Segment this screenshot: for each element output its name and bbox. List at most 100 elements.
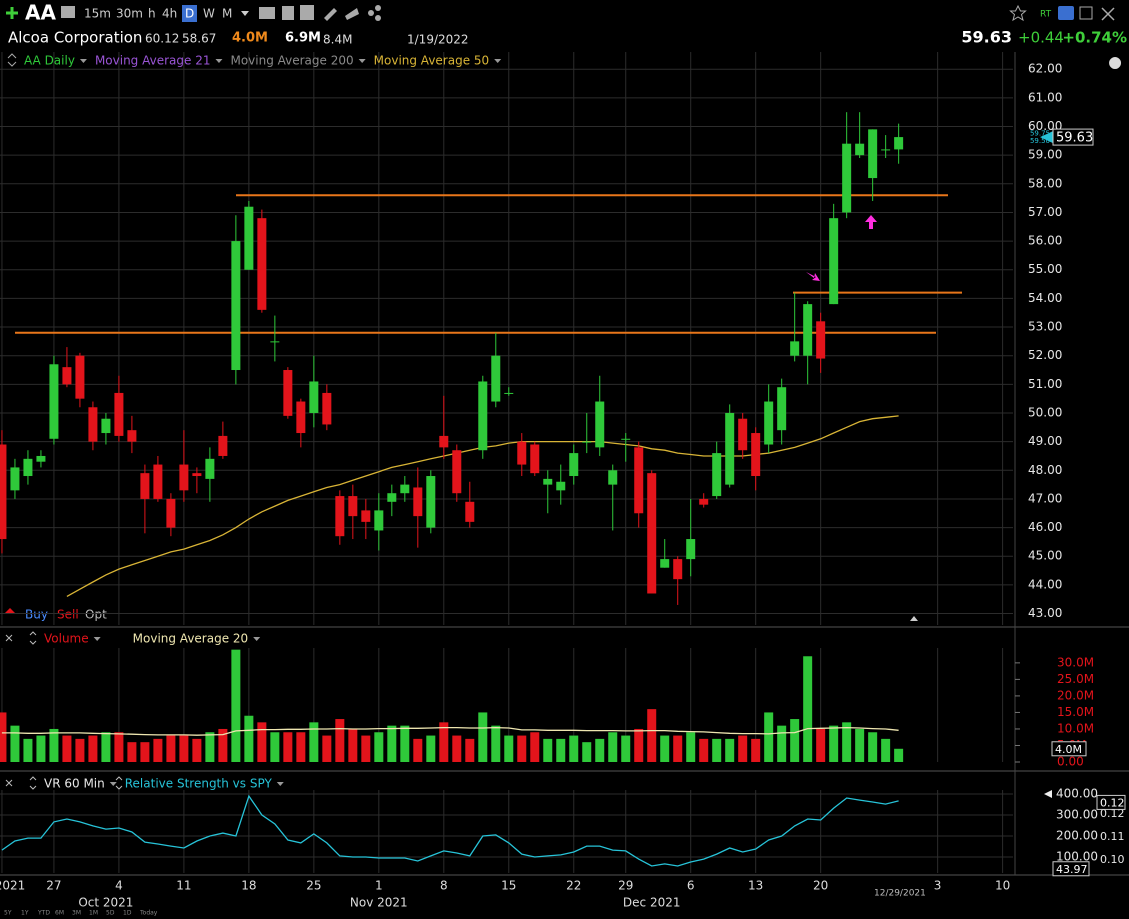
volume-bar: [426, 735, 436, 762]
y-tick-label: 43.00: [1028, 606, 1062, 620]
candle-body: [751, 433, 761, 477]
interval[interactable]: W: [203, 7, 215, 21]
tool-icon[interactable]: [375, 5, 381, 11]
volume-bar: [361, 735, 371, 762]
range-button[interactable]: 6M: [55, 910, 64, 917]
tool-icon[interactable]: [324, 8, 337, 21]
volume-bar: [452, 735, 462, 762]
last-volume-badge: [1051, 741, 1087, 757]
tool-icon[interactable]: [375, 15, 381, 21]
candle-body: [75, 355, 85, 399]
dropdown-icon: [276, 782, 284, 786]
dropdown-icon: [109, 782, 117, 786]
candle-body: [647, 473, 657, 594]
x-tick-label: 13: [748, 879, 763, 893]
x-month-label: Oct 2021: [78, 896, 133, 910]
x-tick-label: 22: [566, 879, 581, 893]
tool-icon[interactable]: [1058, 6, 1074, 20]
x-tick-label: 8: [440, 879, 448, 893]
volume-bar: [140, 742, 150, 762]
candle-body: [556, 481, 566, 491]
volume-bar: [335, 719, 345, 762]
range-button[interactable]: 1D: [123, 910, 132, 917]
y-tick-label: 54.00: [1028, 291, 1062, 305]
volume-bar: [751, 738, 761, 762]
candle-body: [101, 418, 111, 434]
candle-body: [192, 473, 202, 477]
volume-bar: [400, 725, 410, 762]
candle-body: [816, 321, 826, 359]
star-icon[interactable]: [1009, 4, 1027, 22]
candle-body: [452, 450, 462, 494]
candle-body: [855, 143, 865, 156]
volume-bar: [543, 738, 553, 762]
volume-bar: [296, 732, 306, 762]
add-icon[interactable]: [6, 7, 18, 19]
x-tick-label: 1: [375, 879, 383, 893]
legend-entry: VR 60 Min: [44, 777, 105, 791]
legend-entry: Moving Average 20: [133, 632, 249, 646]
sell-button[interactable]: Sell: [57, 608, 79, 622]
symbol[interactable]: AA: [25, 1, 56, 25]
tool-icon[interactable]: [345, 8, 359, 20]
tool-icon[interactable]: [1079, 6, 1093, 20]
y2-tick-label: 0.11: [1100, 830, 1125, 843]
range-button[interactable]: 1Y: [21, 910, 29, 917]
candle-body: [140, 473, 150, 499]
range-button[interactable]: 1M: [89, 910, 98, 917]
interval[interactable]: 15m: [84, 7, 111, 21]
tool-icon[interactable]: [1101, 7, 1115, 21]
close-icon[interactable]: [5, 634, 13, 642]
day-high: 60.12: [145, 32, 179, 46]
y-tick-label: 15.0M: [1057, 705, 1094, 719]
scroll-marker[interactable]: [910, 616, 918, 621]
range-button[interactable]: 3M: [72, 910, 81, 917]
volume-bar: [205, 732, 215, 762]
x-tick-label: 29: [618, 879, 633, 893]
interval[interactable]: 30m: [116, 7, 143, 21]
legend-entry: Moving Average 21: [95, 54, 211, 68]
candle-body: [426, 476, 436, 528]
candle-body: [127, 430, 137, 442]
volume-bar: [166, 735, 176, 762]
volume-bar: [387, 725, 397, 762]
range-button[interactable]: YTD: [37, 910, 50, 917]
volume-bar: [816, 728, 826, 762]
candle-body: [361, 510, 371, 522]
symbol-icon[interactable]: [61, 6, 75, 18]
volume-bar: [777, 725, 787, 762]
y-tick-label: 57.00: [1028, 205, 1062, 219]
settings-icon[interactable]: [1109, 57, 1122, 69]
candle-body: [842, 143, 852, 213]
interval[interactable]: 4h: [162, 7, 177, 21]
x-tick-label: 15: [501, 879, 516, 893]
range-button[interactable]: 5Y: [4, 910, 12, 917]
range-button[interactable]: 5D: [106, 910, 115, 917]
dropdown-icon[interactable]: [241, 11, 249, 16]
volume-bar: [881, 738, 891, 762]
tool-icon[interactable]: [282, 6, 294, 20]
interval[interactable]: M: [222, 7, 232, 21]
close-icon[interactable]: [5, 779, 13, 787]
tool-icon[interactable]: [368, 10, 374, 16]
y-tick-label: 44.00: [1028, 577, 1062, 591]
x-tick-label: 18: [241, 879, 256, 893]
volume-bar: [465, 738, 475, 762]
interval[interactable]: D: [185, 7, 194, 21]
opt-button[interactable]: Opt: [85, 608, 107, 622]
dropdown-icon: [253, 637, 261, 641]
candle-body: [777, 387, 787, 431]
candle-body: [49, 364, 59, 439]
tool-icon[interactable]: [300, 5, 314, 20]
interval[interactable]: h: [148, 7, 156, 21]
volume-bar: [608, 732, 618, 762]
range-button[interactable]: Today: [139, 910, 158, 917]
candle-body: [36, 455, 46, 462]
volume-bar: [101, 732, 111, 762]
buy-button[interactable]: Buy: [25, 608, 48, 622]
y-tick-label: 59.00: [1028, 148, 1062, 162]
interval-selected: [182, 5, 197, 22]
y-tick-label: 0.00: [1057, 755, 1084, 769]
rt-badge: RT: [1040, 10, 1052, 20]
tool-icon[interactable]: [259, 7, 275, 19]
